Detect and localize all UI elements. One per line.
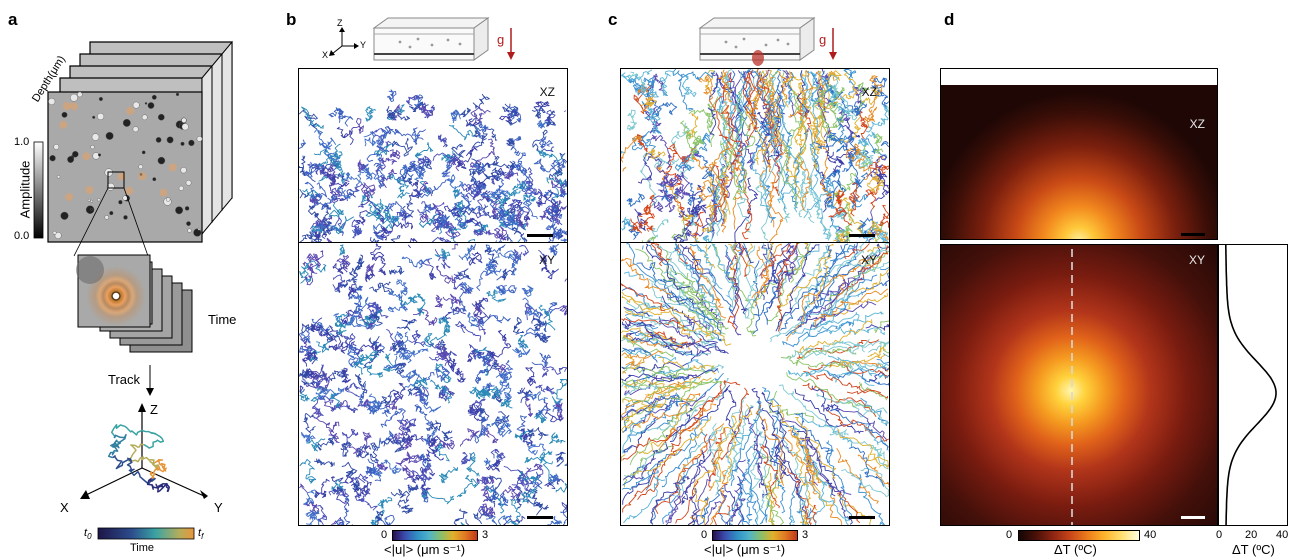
- cbar-c-max: 3: [802, 529, 809, 541]
- sample-cell-heated-icon: [698, 17, 816, 66]
- gravity-arrow-icon: [829, 28, 837, 60]
- scale-bar: [1181, 516, 1205, 519]
- panel-b-xz-view: XZ: [298, 68, 568, 244]
- profile-tick-20: 20: [1245, 529, 1258, 541]
- velocity-colorbar-b: [392, 530, 478, 541]
- amplitude-max: 1.0: [14, 136, 30, 148]
- scale-bar: [849, 516, 875, 519]
- trajectory-plot-c-xz: [621, 69, 889, 243]
- axis-x-label: X: [60, 500, 69, 515]
- time-end-label: tf: [198, 527, 204, 542]
- view-label-xz: XZ: [539, 85, 555, 99]
- trajectory-plot-b-xz: [299, 89, 567, 243]
- gravity-label: g: [497, 32, 505, 47]
- gravity-arrow-icon: [507, 28, 515, 60]
- depth-axis-label: Depth(μm): [30, 53, 68, 105]
- amplitude-min: 0.0: [14, 230, 30, 242]
- view-label-xy: XY: [538, 253, 555, 267]
- time-series-label: Time: [208, 312, 237, 327]
- panel-a-label: a: [8, 10, 18, 29]
- panel-c-label: c: [608, 10, 618, 29]
- coord-z-label: Z: [337, 18, 343, 28]
- panel-c-xz-view: XZ: [620, 68, 890, 244]
- view-label-xz: XZ: [1189, 117, 1205, 131]
- panel-d-xy-view: XY: [940, 244, 1218, 526]
- temperature-map-xz: [941, 85, 1217, 239]
- coord-y-label: Y: [360, 40, 367, 50]
- temp-cbar-min: 0: [1006, 529, 1013, 541]
- scale-bar: [1181, 233, 1205, 236]
- panel-d-label: d: [944, 10, 955, 29]
- temperature-colorbar: [1018, 530, 1140, 541]
- axis-y-label: Y: [214, 500, 223, 515]
- cbar-c-title: <|u|> (μm s⁻¹): [704, 542, 786, 557]
- view-label-xy: XY: [1188, 253, 1205, 267]
- temperature-map-xy: [941, 245, 1217, 525]
- axis-z-label: Z: [150, 402, 158, 417]
- temperature-profile-plot: [1218, 244, 1288, 526]
- cbar-b-max: 3: [482, 529, 489, 541]
- trajectory-plot-b-xy: [299, 243, 567, 525]
- amplitude-label: Amplitude: [17, 160, 33, 219]
- panel-d-xz-view: XZ: [940, 68, 1218, 240]
- profile-tick-0: 0: [1216, 529, 1223, 541]
- trajectory-plot-c-xy: [621, 243, 889, 525]
- time-bar-title: Time: [130, 542, 155, 554]
- time-start-label: t0: [84, 527, 92, 542]
- track-label: Track: [108, 372, 141, 387]
- scale-bar: [849, 234, 875, 237]
- cbar-c-min: 0: [701, 529, 708, 541]
- view-label-xy: XY: [860, 253, 877, 267]
- profile-tick-40: 40: [1276, 529, 1289, 541]
- temp-cbar-title: ΔT (ºC): [1054, 542, 1097, 557]
- scale-bar: [527, 234, 553, 237]
- temperature-profile-curve: [1225, 245, 1277, 525]
- gravity-label: g: [819, 32, 827, 47]
- sample-cell-icon: [372, 17, 490, 61]
- profile-line: [1071, 249, 1073, 525]
- panel-b-xy-view: XY: [298, 242, 568, 526]
- panel-b-label: b: [286, 10, 297, 29]
- temp-cbar-max: 40: [1144, 529, 1157, 541]
- scale-bar: [527, 516, 553, 519]
- coord-x-label: X: [322, 50, 329, 60]
- panel-c-xy-view: XY: [620, 242, 890, 526]
- cbar-b-min: 0: [381, 529, 388, 541]
- velocity-colorbar-c: [712, 530, 798, 541]
- view-label-xz: XZ: [861, 85, 877, 99]
- profile-title: ΔT (ºC): [1232, 542, 1275, 557]
- cbar-b-title: <|u|> (μm s⁻¹): [384, 542, 466, 557]
- coordinate-icon: [329, 27, 359, 56]
